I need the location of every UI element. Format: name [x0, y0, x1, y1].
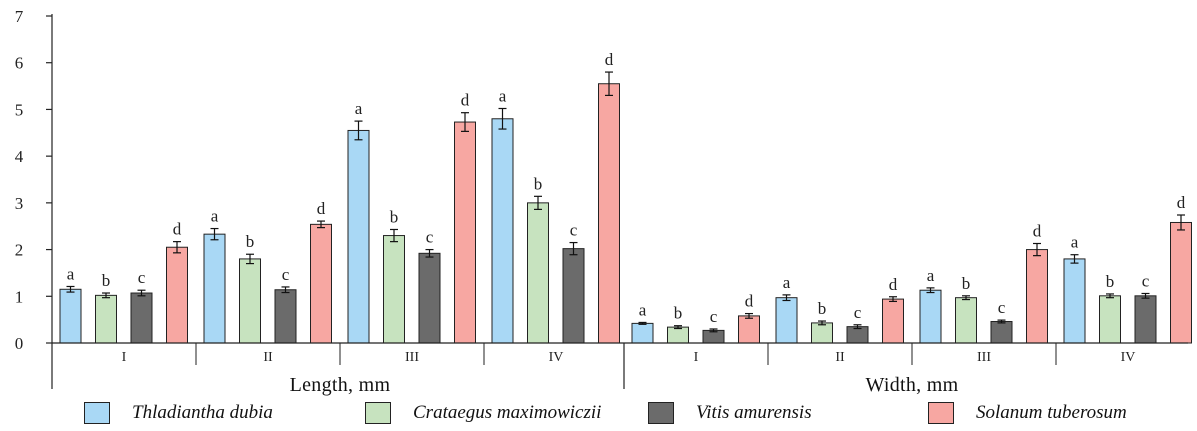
significance-letter: d	[1033, 221, 1042, 240]
significance-letter: b	[534, 174, 543, 193]
significance-letter: d	[461, 91, 470, 110]
significance-letter: c	[138, 268, 146, 287]
y-tick-label-5: 5	[15, 100, 24, 119]
section-label: Length, mm	[290, 374, 391, 396]
legend-item-crataegus: Crataegus maximowiczii	[365, 396, 601, 430]
bar	[310, 223, 332, 344]
significance-letter: b	[818, 299, 827, 318]
bar	[882, 298, 904, 344]
significance-letter: d	[1177, 193, 1186, 212]
significance-letter: a	[927, 266, 935, 285]
y-tick-label-3: 3	[15, 194, 24, 213]
significance-letter: d	[605, 50, 614, 69]
significance-letter: b	[102, 271, 111, 290]
legend-label-thladiantha: Thladiantha dubia	[132, 402, 273, 423]
significance-letter: a	[639, 300, 647, 319]
y-axis: 0 1 2 3 4 5 6 7	[15, 7, 53, 389]
bar	[239, 258, 261, 344]
bar	[919, 289, 942, 344]
significance-letter: d	[173, 220, 182, 239]
legend-swatch-crataegus	[365, 402, 391, 424]
group-label-II: II	[835, 350, 845, 365]
bar	[631, 322, 654, 344]
legend-label-vitis: Vitis amurensis	[696, 402, 812, 423]
significance-letter: c	[282, 265, 290, 284]
group-label-III: III	[977, 350, 991, 365]
significance-letter: a	[355, 99, 363, 118]
bar	[418, 252, 441, 344]
bar	[1170, 221, 1192, 344]
bar	[383, 235, 405, 344]
legend-item-solanum: Solanum tuberosum	[928, 396, 1127, 430]
legend-item-vitis: Vitis amurensis	[648, 396, 812, 430]
legend-label-solanum: Solanum tuberosum	[976, 402, 1127, 423]
bar	[955, 297, 977, 344]
significance-letter: d	[317, 199, 326, 218]
bar	[130, 292, 153, 344]
significance-letter: a	[783, 273, 791, 292]
group-label-I: I	[122, 350, 127, 365]
bar	[274, 289, 297, 344]
bar	[1099, 295, 1121, 344]
legend-swatch-solanum	[928, 402, 954, 424]
bar	[347, 129, 370, 344]
bar	[1134, 295, 1157, 344]
y-tick-label-2: 2	[15, 241, 24, 260]
bar	[1063, 258, 1086, 344]
significance-letter: a	[211, 207, 219, 226]
significance-letter: c	[570, 221, 578, 240]
significance-letter: b	[962, 274, 971, 293]
significance-letter: c	[854, 303, 862, 322]
significance-letter: c	[426, 228, 434, 247]
y-tick-label-0: 0	[15, 334, 24, 353]
legend-swatch-thladiantha	[84, 402, 110, 424]
bar	[598, 83, 620, 344]
bar	[95, 294, 117, 344]
legend-label-crataegus: Crataegus maximowiczii	[413, 402, 602, 423]
group-label-II: II	[263, 350, 273, 365]
y-tick-label-7: 7	[15, 7, 24, 26]
bar	[454, 121, 476, 344]
bar-chart: 0 1 2 3 4 5 6 7 a b c d a b c d a b c d a b c d a b c d a b c d a b c d a b c…	[15, 7, 1192, 396]
bar	[667, 326, 689, 344]
y-tick-label-1: 1	[15, 287, 24, 306]
bar	[491, 118, 514, 344]
section-label: Width, mm	[865, 374, 958, 396]
significance-letter: a	[67, 264, 75, 283]
bar	[562, 248, 585, 344]
bar	[203, 233, 226, 344]
bar	[990, 321, 1013, 344]
significance-letter: b	[674, 304, 683, 323]
bar	[527, 202, 549, 344]
y-tick-label-4: 4	[15, 147, 24, 166]
legend-swatch-vitis	[648, 402, 674, 424]
bar	[811, 322, 833, 344]
significance-letter: a	[1071, 233, 1079, 252]
bar	[775, 297, 798, 344]
bars: a b c d a b c d a b c d a b c d a b c d a b c d a b c d a b c d	[59, 50, 1192, 344]
significance-letter: c	[998, 298, 1006, 317]
significance-letter: b	[246, 232, 255, 251]
y-tick-label-6: 6	[15, 54, 24, 73]
group-label-IV: IV	[549, 350, 564, 365]
bar	[59, 288, 82, 344]
significance-letter: c	[1142, 271, 1150, 290]
significance-letter: b	[1106, 272, 1115, 291]
group-label-I: I	[694, 350, 699, 365]
bar	[1026, 249, 1048, 344]
legend-item-thladiantha: Thladiantha dubia	[84, 396, 273, 430]
bar	[166, 246, 188, 344]
legend: Thladiantha dubia Crataegus maximowiczii…	[0, 396, 1197, 430]
significance-letter: c	[710, 307, 718, 326]
significance-letter: d	[889, 275, 898, 294]
group-label-III: III	[405, 350, 419, 365]
significance-letter: b	[390, 207, 399, 226]
significance-letter: a	[499, 86, 507, 105]
bar	[738, 315, 760, 344]
significance-letter: d	[745, 292, 754, 311]
group-label-IV: IV	[1121, 350, 1136, 365]
